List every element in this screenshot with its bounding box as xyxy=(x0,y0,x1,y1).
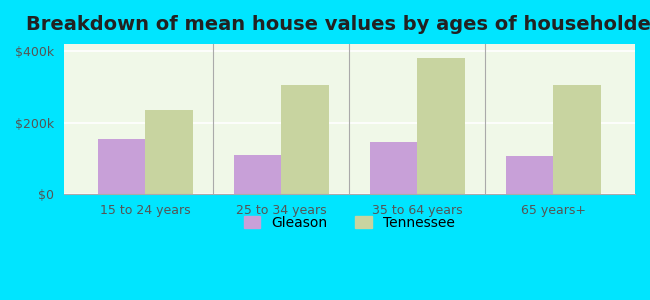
Bar xyxy=(417,58,465,194)
Bar xyxy=(146,110,193,194)
Bar xyxy=(234,155,281,194)
Legend: Gleason, Tennessee: Gleason, Tennessee xyxy=(238,210,461,235)
Bar xyxy=(370,142,417,194)
Bar xyxy=(281,85,329,194)
Bar xyxy=(553,85,601,194)
Title: Breakdown of mean house values by ages of householders: Breakdown of mean house values by ages o… xyxy=(27,15,650,34)
Bar xyxy=(506,157,553,194)
Bar xyxy=(98,139,146,194)
